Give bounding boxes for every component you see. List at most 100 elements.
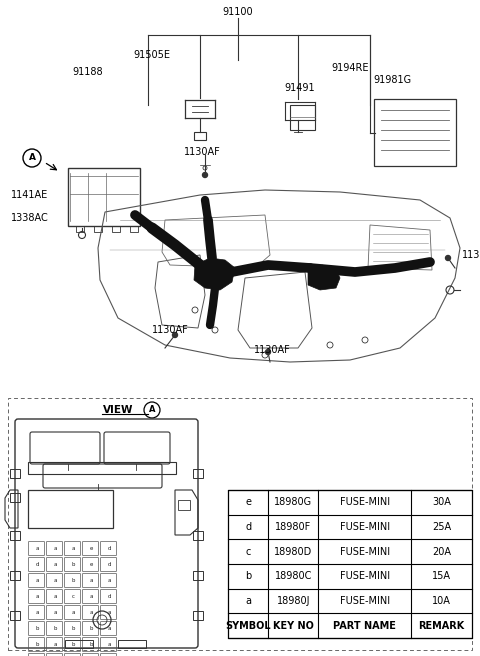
Bar: [10, 493, 20, 502]
Text: a: a: [107, 626, 111, 630]
Text: 18980J: 18980J: [276, 596, 310, 606]
Text: FUSE-MINI: FUSE-MINI: [339, 571, 390, 581]
Text: 1130AF: 1130AF: [184, 147, 220, 157]
Text: PART NAME: PART NAME: [333, 621, 396, 630]
Text: REMARK: REMARK: [419, 621, 465, 630]
Text: a: a: [35, 594, 39, 598]
Text: a: a: [35, 609, 39, 615]
Bar: [10, 531, 20, 540]
Text: FUSE-MINI: FUSE-MINI: [339, 546, 390, 557]
Bar: [228, 490, 472, 638]
Text: b: b: [35, 626, 39, 630]
Text: 91491: 91491: [285, 83, 315, 93]
Text: a: a: [35, 546, 39, 550]
Bar: [76, 226, 84, 232]
Bar: [193, 469, 203, 478]
Bar: [94, 226, 102, 232]
Circle shape: [203, 173, 207, 178]
Text: 1338AC: 1338AC: [11, 213, 49, 223]
Text: a: a: [89, 609, 93, 615]
Text: b: b: [71, 562, 75, 567]
Text: 9194RE: 9194RE: [331, 63, 369, 73]
Text: b: b: [71, 626, 75, 630]
Polygon shape: [194, 258, 235, 290]
Text: d: d: [245, 522, 251, 532]
Text: SYMBOL: SYMBOL: [225, 621, 271, 630]
Text: 1130AF: 1130AF: [152, 325, 188, 335]
Bar: [193, 611, 203, 620]
Circle shape: [445, 255, 451, 260]
Text: a: a: [53, 562, 57, 567]
Text: A: A: [149, 405, 155, 415]
Text: a: a: [107, 577, 111, 583]
Text: d: d: [107, 562, 111, 567]
Text: c: c: [245, 546, 251, 557]
Bar: [130, 226, 138, 232]
Text: 25A: 25A: [432, 522, 451, 532]
Text: a: a: [89, 594, 93, 598]
Text: 18980C: 18980C: [275, 571, 312, 581]
Text: 91188: 91188: [72, 67, 103, 77]
Text: a: a: [107, 609, 111, 615]
Text: b: b: [245, 571, 251, 581]
Circle shape: [172, 333, 178, 337]
Text: 91100: 91100: [223, 7, 253, 17]
Bar: [178, 500, 190, 510]
Text: KEY NO: KEY NO: [273, 621, 314, 630]
Text: 18980F: 18980F: [275, 522, 312, 532]
Bar: [10, 571, 20, 580]
Text: FUSE-MINI: FUSE-MINI: [339, 596, 390, 606]
Bar: [28, 490, 113, 528]
Text: d: d: [107, 594, 111, 598]
Bar: [118, 640, 146, 648]
Bar: [193, 571, 203, 580]
Bar: [28, 462, 176, 474]
Text: A: A: [28, 154, 36, 163]
Text: a: a: [245, 596, 251, 606]
Text: a: a: [107, 642, 111, 647]
Text: a: a: [53, 546, 57, 550]
Text: 1130AF: 1130AF: [253, 345, 290, 355]
Text: b: b: [89, 626, 93, 630]
Text: a: a: [53, 577, 57, 583]
Text: d: d: [35, 562, 39, 567]
Text: 18980G: 18980G: [274, 497, 312, 507]
Text: a: a: [35, 577, 39, 583]
Text: 15A: 15A: [432, 571, 451, 581]
Circle shape: [265, 350, 271, 354]
Text: b: b: [89, 642, 93, 647]
Text: 91981G: 91981G: [373, 75, 411, 85]
Text: a: a: [53, 609, 57, 615]
Bar: [10, 611, 20, 620]
Polygon shape: [308, 265, 340, 290]
Text: b: b: [35, 642, 39, 647]
Bar: [112, 226, 120, 232]
Text: e: e: [89, 562, 93, 567]
Text: a: a: [71, 609, 75, 615]
Bar: [8, 398, 472, 650]
Bar: [290, 105, 315, 130]
Text: b: b: [71, 577, 75, 583]
Bar: [10, 469, 20, 478]
Text: a: a: [53, 594, 57, 598]
Text: 18980D: 18980D: [274, 546, 312, 557]
Text: 1141AE: 1141AE: [12, 190, 48, 200]
Text: b: b: [71, 642, 75, 647]
Text: 1130AF: 1130AF: [462, 250, 480, 260]
Text: a: a: [89, 577, 93, 583]
Text: 30A: 30A: [432, 497, 451, 507]
Text: 20A: 20A: [432, 546, 451, 557]
Bar: [65, 640, 93, 648]
Text: e: e: [245, 497, 251, 507]
Text: 10A: 10A: [432, 596, 451, 606]
Text: e: e: [89, 546, 93, 550]
Text: c: c: [72, 594, 74, 598]
Bar: [194, 132, 206, 140]
Text: FUSE-MINI: FUSE-MINI: [339, 497, 390, 507]
Bar: [193, 531, 203, 540]
Text: d: d: [107, 546, 111, 550]
Text: 91505E: 91505E: [133, 50, 170, 60]
Text: VIEW: VIEW: [103, 405, 133, 415]
Text: a: a: [71, 546, 75, 550]
Text: a: a: [53, 642, 57, 647]
